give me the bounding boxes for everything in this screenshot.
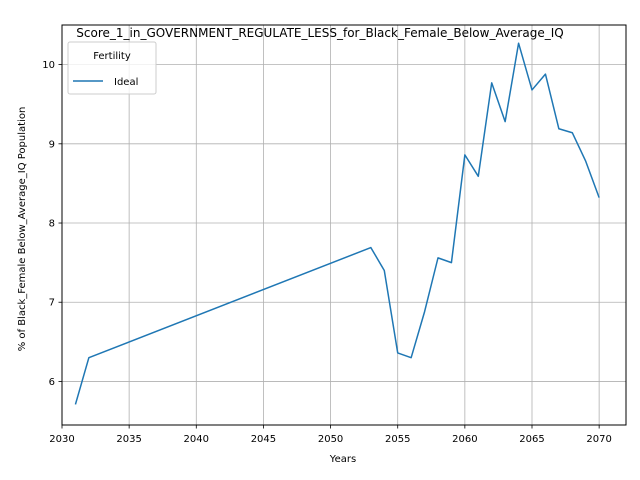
legend-title: Fertility xyxy=(93,51,131,62)
y-tick-label: 6 xyxy=(49,377,55,388)
y-tick-label: 10 xyxy=(42,60,55,71)
series-layer xyxy=(74,42,600,405)
series-line-ideal xyxy=(74,42,600,405)
x-tick-label: 2070 xyxy=(586,434,611,445)
x-tick-label: 2030 xyxy=(49,434,74,445)
chart-title: Score_1_in_GOVERNMENT_REGULATE_LESS_for_… xyxy=(76,26,563,40)
y-tick-label: 9 xyxy=(49,139,55,150)
y-tick-label: 8 xyxy=(49,219,55,230)
grid-lines xyxy=(61,25,626,425)
legend-entry-ideal: Ideal xyxy=(114,77,138,88)
y-tick-label: 7 xyxy=(49,298,55,309)
plot-area-frame xyxy=(61,24,627,426)
y-axis-label: % of Black_Female Below_Average_IQ Popul… xyxy=(17,107,28,352)
x-tick-label: 2045 xyxy=(251,434,276,445)
legend: Fertility Ideal xyxy=(67,41,157,95)
x-tick-label: 2035 xyxy=(116,434,141,445)
y-axis-ticks: 6 7 8 9 10 xyxy=(42,60,62,388)
x-tick-label: 2040 xyxy=(184,434,209,445)
legend-box xyxy=(67,41,157,95)
x-tick-label: 2060 xyxy=(452,434,477,445)
x-axis-ticks: 2030 2035 2040 2045 2050 2055 2060 2065 2070 xyxy=(49,425,612,445)
x-tick-label: 2050 xyxy=(318,434,343,445)
x-axis-label: Years xyxy=(329,454,356,465)
x-tick-label: 2055 xyxy=(385,434,410,445)
x-tick-label: 2065 xyxy=(519,434,544,445)
